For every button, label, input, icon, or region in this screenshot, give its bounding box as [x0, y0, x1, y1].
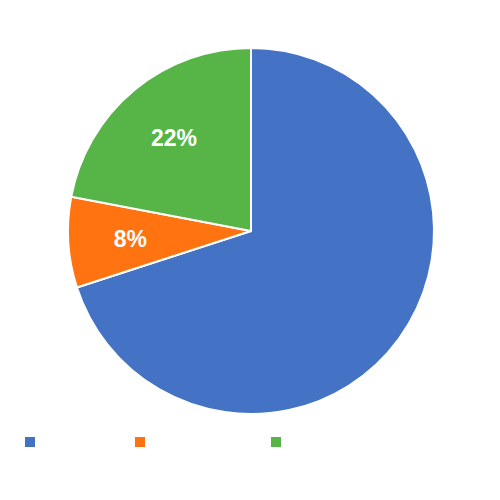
- svg-text:8%: 8%: [114, 226, 147, 252]
- svg-text:22%: 22%: [151, 125, 197, 151]
